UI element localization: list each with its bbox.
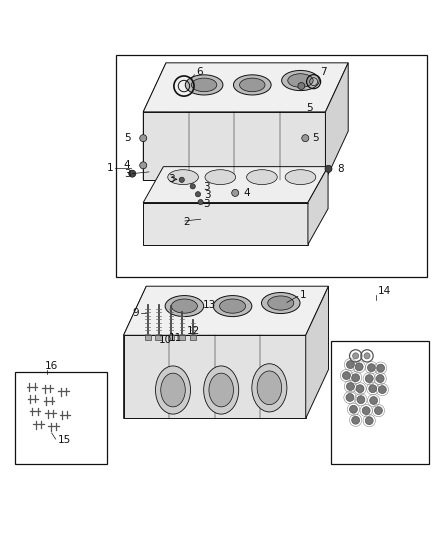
Circle shape [369,385,377,393]
Circle shape [140,162,147,169]
Text: 1: 1 [106,163,113,173]
Polygon shape [143,63,348,112]
Circle shape [346,393,354,401]
Polygon shape [124,335,306,418]
Ellipse shape [233,75,271,95]
Bar [190,335,196,340]
Circle shape [367,364,375,372]
Ellipse shape [257,371,282,405]
Bar [155,335,162,340]
Circle shape [353,353,359,359]
Ellipse shape [268,296,294,310]
Circle shape [378,386,386,393]
Circle shape [376,375,384,383]
Text: 4: 4 [244,188,250,198]
Ellipse shape [204,366,239,414]
Text: 4: 4 [124,160,131,171]
Text: 3: 3 [203,199,209,209]
Ellipse shape [240,78,265,92]
Ellipse shape [209,373,233,407]
Circle shape [350,405,357,413]
Bar [179,335,185,340]
Circle shape [346,361,354,368]
Circle shape [362,407,370,415]
Text: 5: 5 [312,133,318,143]
Text: 3: 3 [203,182,209,192]
Ellipse shape [155,366,191,414]
Circle shape [356,385,364,393]
Text: 3: 3 [168,174,174,184]
Polygon shape [143,167,328,203]
Text: 1: 1 [300,289,307,300]
Circle shape [129,170,136,177]
Ellipse shape [285,169,316,184]
Ellipse shape [185,75,223,95]
Ellipse shape [205,169,236,184]
Circle shape [298,83,305,90]
Text: 14: 14 [378,286,391,296]
Text: 12: 12 [187,326,200,336]
Text: 6: 6 [196,67,203,77]
Ellipse shape [247,169,277,184]
Ellipse shape [171,299,198,313]
Ellipse shape [282,70,319,91]
Ellipse shape [191,78,217,92]
Bar [145,335,151,340]
Circle shape [365,375,373,383]
Circle shape [352,374,360,382]
Circle shape [355,363,363,371]
Text: 3: 3 [124,168,131,179]
Text: 9: 9 [132,309,139,318]
Circle shape [198,199,203,205]
Circle shape [352,416,360,424]
Circle shape [365,417,373,425]
Polygon shape [143,112,325,180]
Text: 10: 10 [159,335,172,345]
Text: 8: 8 [337,164,344,174]
Text: 11: 11 [169,333,182,343]
Ellipse shape [165,296,204,317]
Bar [15,373,107,464]
Circle shape [302,135,309,142]
Text: 7: 7 [320,67,326,77]
Text: 5: 5 [124,133,131,143]
Circle shape [343,372,350,379]
Circle shape [374,407,382,415]
Ellipse shape [161,373,185,407]
Circle shape [140,135,147,142]
Polygon shape [124,286,179,418]
Polygon shape [124,286,328,335]
Ellipse shape [219,299,246,313]
Text: 15: 15 [58,435,71,446]
Ellipse shape [261,293,300,313]
Circle shape [377,364,385,372]
Polygon shape [306,286,328,418]
Bar [331,341,429,464]
Polygon shape [143,203,308,245]
Ellipse shape [168,169,198,184]
Polygon shape [308,167,328,245]
Circle shape [190,184,195,189]
Text: 16: 16 [45,361,58,372]
Ellipse shape [288,74,313,87]
Bar [168,335,174,340]
Text: 13: 13 [203,300,216,310]
Text: 2: 2 [183,217,190,227]
Circle shape [232,189,239,197]
Circle shape [195,191,201,197]
Polygon shape [143,63,199,180]
Circle shape [346,383,354,391]
Text: 3: 3 [204,190,210,200]
Text: 5: 5 [307,103,313,113]
Ellipse shape [213,296,252,317]
Circle shape [325,165,332,172]
Bar [116,55,427,278]
Circle shape [179,177,184,182]
Circle shape [370,397,378,405]
Circle shape [357,395,365,403]
Polygon shape [325,63,348,180]
Circle shape [364,353,370,359]
Ellipse shape [252,364,287,412]
